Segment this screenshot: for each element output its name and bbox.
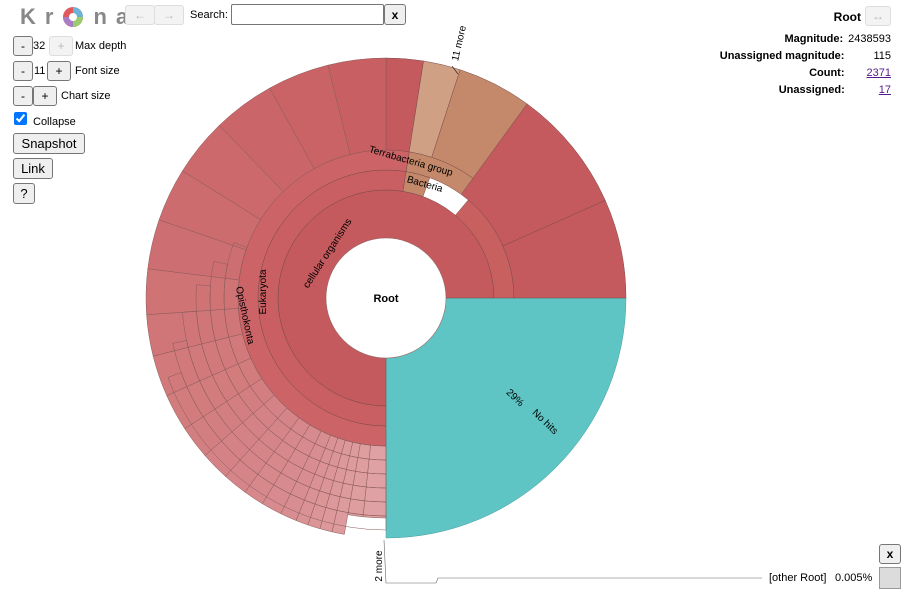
chart-size-label: Chart size [61,90,111,102]
wedge-terrabacteria[interactable] [431,69,528,179]
max-depth-increase-button[interactable]: + [49,36,73,56]
font-size-value: 11 [34,65,46,77]
magnitude-value: 2438593 [848,33,891,45]
search-clear-button[interactable]: x [384,4,406,25]
chart-size-decrease-button[interactable]: - [13,86,33,106]
krona-wheel-icon [63,7,84,27]
max-depth-value: 32 [33,40,46,52]
root-center[interactable] [325,237,447,359]
wedge-eukaryote-child[interactable] [327,57,387,155]
link-button[interactable]: Link [13,158,53,179]
count-label: Count: [809,67,845,79]
unassigned-label: Unassigned: [778,84,845,96]
collapse-checkbox[interactable] [14,112,27,125]
logo-n: n [93,4,116,29]
logo-r: r [44,4,63,29]
logo-k: K [20,4,45,29]
magnitude-label: Magnitude: [784,33,844,45]
other-root-swatch[interactable] [879,567,901,589]
count-row: Count: 2371 [809,67,891,79]
details-title: Root [833,10,861,24]
unassigned-link[interactable]: 17 [878,84,891,96]
label-11-more[interactable]: 11 more [450,24,469,62]
search-input[interactable] [231,4,384,25]
search-label: Search: [190,9,228,21]
leader-2-more [383,539,762,584]
forward-button[interactable]: → [154,5,184,25]
font-size-decrease-button[interactable]: - [13,61,33,81]
leader-11-more [451,65,459,75]
root-center-label: Root [373,293,398,305]
unassigned-row: Unassigned: 17 [779,84,891,96]
max-depth-label: Max depth [75,40,127,52]
font-size-label: Font size [75,65,120,77]
ring-eukaryote-depth[interactable] [167,372,387,531]
unassigned-magnitude-row: Unassigned magnitude: 115 [720,50,891,62]
font-size-increase-button[interactable]: + [47,61,71,81]
count-link[interactable]: 2371 [866,67,891,79]
label-2-more[interactable]: 2 more [374,550,385,582]
close-other-button[interactable]: x [879,544,901,564]
help-button[interactable]: ? [13,183,35,204]
other-root-label: [other Root] [769,572,827,584]
unassigned-magnitude-label: Unassigned magnitude: [719,50,845,62]
max-depth-decrease-button[interactable]: - [13,36,33,56]
label-eukaryota: Eukaryota [258,269,269,314]
chart-size-increase-button[interactable]: + [33,86,57,106]
expand-details-button[interactable]: ↔ [865,6,891,26]
collapse-label: Collapse [33,116,76,128]
other-root-percent: 0.005% [835,572,873,584]
unassigned-magnitude-value: 115 [873,50,891,62]
magnitude-row: Magnitude: 2438593 [785,33,892,45]
snapshot-button[interactable]: Snapshot [13,133,85,154]
wedge-top-right[interactable] [502,200,627,299]
